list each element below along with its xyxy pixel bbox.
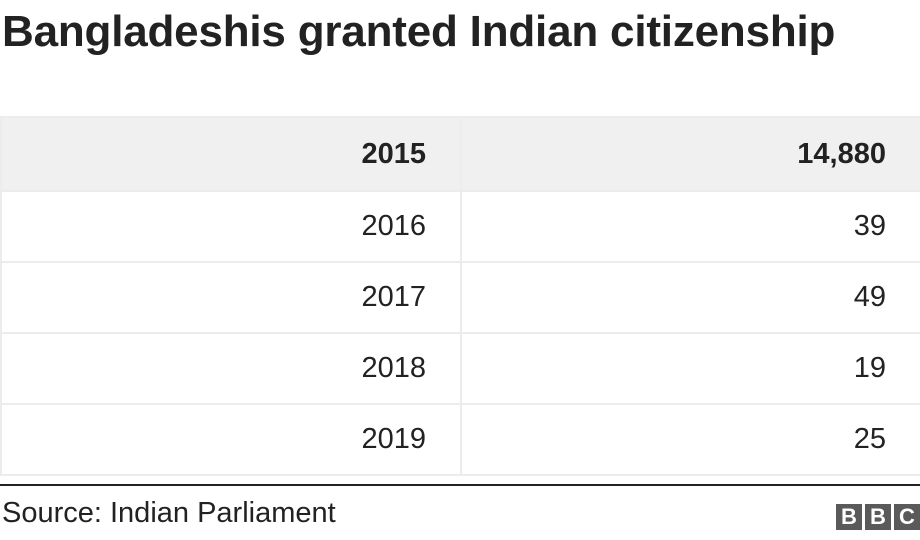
source-note: Source: Indian Parliament [2,497,336,529]
header-cell-year: 2015 [0,116,462,192]
table-row: 2016 39 [0,190,920,263]
table-row: 2019 25 [0,403,920,476]
bbc-logo-letter: C [894,504,920,530]
header-cell-value: 14,880 [460,116,920,192]
bbc-logo-letter: B [836,504,862,530]
year-cell: 2016 [0,190,462,263]
data-table: 2015 14,880 2016 39 2017 49 2018 19 2019… [0,116,920,476]
table-header-row: 2015 14,880 [0,116,920,192]
value-cell: 39 [460,190,920,263]
table-row: 2018 19 [0,332,920,405]
footer-divider [0,484,920,486]
chart-title: Bangladeshis granted Indian citizenship [2,7,836,56]
value-cell: 49 [460,261,920,334]
table-row: 2017 49 [0,261,920,334]
bbc-logo-letter: B [865,504,891,530]
year-cell: 2018 [0,332,462,405]
bbc-logo: B B C [836,504,920,530]
year-cell: 2017 [0,261,462,334]
value-cell: 25 [460,403,920,476]
year-cell: 2019 [0,403,462,476]
value-cell: 19 [460,332,920,405]
